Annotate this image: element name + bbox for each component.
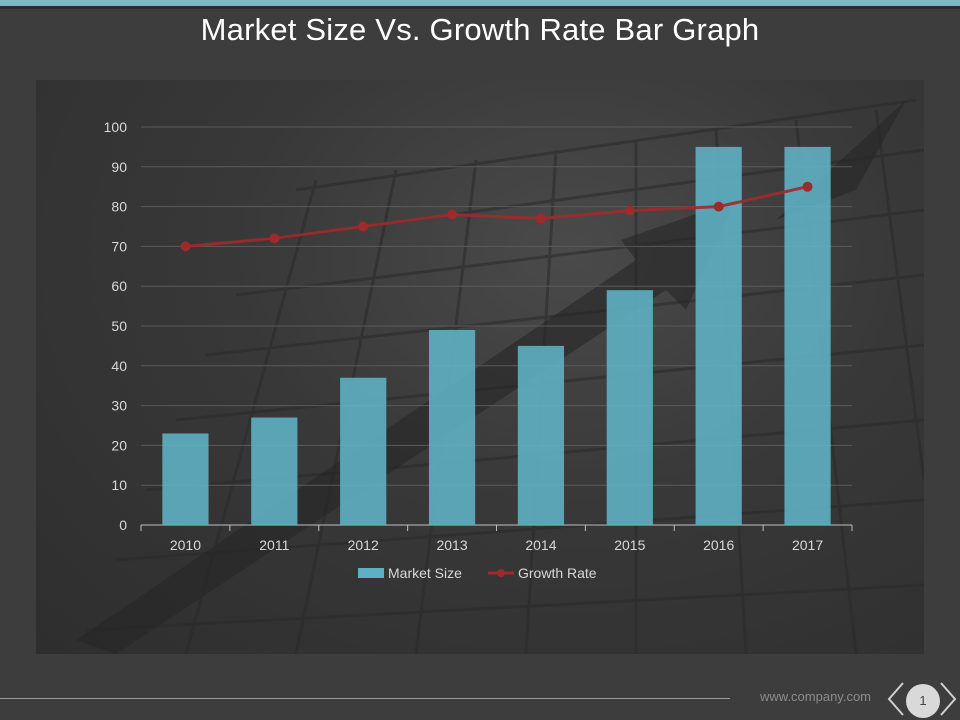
growth-rate-point bbox=[802, 181, 813, 192]
bar-market-size bbox=[784, 146, 831, 525]
bar-market-size bbox=[517, 345, 565, 525]
y-tick-label: 10 bbox=[111, 477, 127, 493]
bar-market-size bbox=[251, 417, 298, 525]
growth-rate-point bbox=[624, 205, 635, 216]
y-tick-label: 0 bbox=[119, 517, 127, 533]
growth-rate-point bbox=[180, 241, 191, 252]
y-tick-label: 20 bbox=[111, 437, 127, 453]
growth-rate-line bbox=[185, 185, 808, 248]
page-number-badge: 1 bbox=[906, 684, 940, 718]
chart-panel: 0 10 20 30 40 50 60 70 80 90 100 2010 2011 2012 2013 20… bbox=[36, 80, 924, 654]
y-tick-label: 90 bbox=[111, 159, 127, 175]
y-tick-label: 30 bbox=[111, 398, 127, 414]
chevron-left-icon[interactable] bbox=[886, 681, 906, 717]
y-tick-label: 60 bbox=[111, 278, 127, 294]
top-accent-stripe bbox=[0, 0, 960, 6]
top-dark-stripe bbox=[0, 6, 960, 9]
bar-line-chart: 0 10 20 30 40 50 60 70 80 90 100 2010 2011 2012 2013 20… bbox=[104, 119, 853, 581]
growth-rate-point bbox=[535, 213, 546, 224]
growth-rate-point bbox=[447, 209, 458, 220]
chevron-right-icon[interactable] bbox=[938, 681, 958, 717]
bar-market-size bbox=[340, 377, 387, 525]
x-tick-label: 2017 bbox=[792, 537, 823, 553]
x-tick-label: 2016 bbox=[703, 537, 734, 553]
y-tick-label: 70 bbox=[111, 238, 127, 254]
y-tick-label: 50 bbox=[111, 318, 127, 334]
legend-label-market-size: Market Size bbox=[388, 565, 462, 581]
growth-rate-point bbox=[713, 201, 724, 212]
y-tick-label: 40 bbox=[111, 358, 127, 374]
x-tick-label: 2013 bbox=[436, 537, 467, 553]
x-tick-label: 2012 bbox=[348, 537, 379, 553]
bar-market-size bbox=[428, 329, 476, 525]
growth-rate-point bbox=[358, 221, 369, 232]
y-tick-label: 100 bbox=[104, 119, 128, 135]
growth-rate-point bbox=[269, 233, 280, 244]
x-tick-label: 2014 bbox=[525, 537, 556, 553]
x-tick-label: 2011 bbox=[259, 537, 289, 553]
bar-market-size bbox=[606, 290, 653, 525]
y-tick-label: 80 bbox=[111, 199, 127, 215]
legend-label-growth-rate: Growth Rate bbox=[518, 565, 597, 581]
legend-swatch-market-size bbox=[358, 568, 384, 578]
slide-title: Market Size Vs. Growth Rate Bar Graph bbox=[200, 12, 760, 47]
footer-url: www.company.com bbox=[760, 689, 872, 704]
bar-market-size bbox=[162, 433, 209, 525]
footer-divider bbox=[0, 698, 730, 699]
x-tick-label: 2015 bbox=[614, 537, 645, 553]
x-tick-label: 2010 bbox=[170, 537, 201, 553]
legend-marker-growth-rate bbox=[497, 569, 505, 577]
